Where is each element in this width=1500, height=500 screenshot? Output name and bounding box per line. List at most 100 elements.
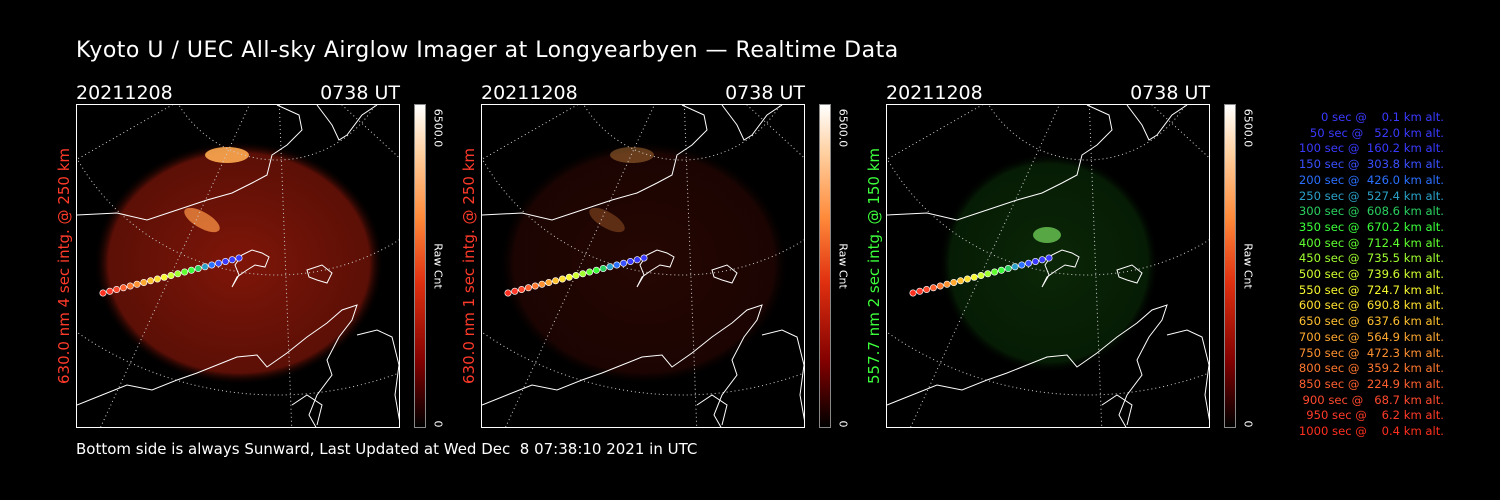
- trajectory-point: [1025, 259, 1033, 267]
- legend-row: 500 sec @ 739.6 km alt.: [1298, 267, 1444, 282]
- coastlines: [77, 105, 399, 427]
- legend-row: 250 sec @ 527.4 km alt.: [1298, 188, 1444, 203]
- trajectory-point: [1018, 261, 1026, 269]
- trajectory-point: [215, 259, 223, 267]
- panel-2-image[interactable]: [481, 104, 805, 428]
- trajectory-point: [592, 266, 600, 274]
- trajectory-point: [99, 289, 107, 297]
- trajectory-point: [221, 258, 229, 266]
- panel-3-colorbar-min: 0: [1241, 420, 1255, 428]
- trajectory-point: [572, 272, 580, 280]
- trajectory-point: [133, 280, 141, 288]
- panel-3-colorbar: [1224, 104, 1236, 428]
- trajectory-point: [633, 256, 641, 264]
- trajectory-point: [147, 277, 155, 285]
- panel-1-colorbar: [414, 104, 426, 428]
- panel-1-colorbar-unit: Raw Cnt: [431, 243, 445, 289]
- trajectory-point: [1004, 265, 1012, 273]
- lat-lon-grid: [887, 105, 1209, 427]
- legend-row: 800 sec @ 359.2 km alt.: [1298, 361, 1444, 376]
- panel-2-date: 20211208: [481, 82, 578, 104]
- trajectory-point: [552, 277, 560, 285]
- panel-1-colorbar-max: 6500.0: [431, 108, 445, 148]
- panel-2-colorbar: [819, 104, 831, 428]
- trajectory-point: [613, 261, 621, 269]
- trajectory-point: [524, 284, 532, 292]
- trajectory-point: [119, 284, 127, 292]
- trajectory-point: [511, 287, 519, 295]
- trajectory-point: [957, 277, 965, 285]
- trajectory-point: [970, 273, 978, 281]
- trajectory-point: [950, 279, 958, 287]
- panel-2-time: 0738 UT: [725, 82, 805, 104]
- legend-row: 150 sec @ 303.8 km alt.: [1298, 157, 1444, 172]
- trajectory-point: [997, 266, 1005, 274]
- trajectory-point: [909, 289, 917, 297]
- trajectory-point: [518, 286, 526, 294]
- trajectory-point: [606, 263, 614, 271]
- sky-glow: [94, 141, 384, 385]
- legend-row: 600 sec @ 690.8 km alt.: [1298, 298, 1444, 313]
- lat-lon-grid: [482, 105, 804, 427]
- sky-glow: [939, 153, 1159, 373]
- page-title: Kyoto U / UEC All-sky Airglow Imager at …: [76, 38, 899, 63]
- trajectory-point: [140, 279, 148, 287]
- coastlines: [887, 105, 1209, 427]
- legend-row: 350 sec @ 670.2 km alt.: [1298, 219, 1444, 234]
- trajectory-point: [586, 268, 594, 276]
- legend-row: 550 sec @ 724.7 km alt.: [1298, 282, 1444, 297]
- legend-row: 100 sec @ 160.2 km alt.: [1298, 141, 1444, 156]
- panel-3-image[interactable]: [886, 104, 1210, 428]
- panel-3-time: 0738 UT: [1130, 82, 1210, 104]
- trajectory-point: [1011, 263, 1019, 271]
- coastlines: [482, 105, 804, 427]
- panel-1-date: 20211208: [76, 82, 173, 104]
- panel-3-side-label: 557.7 nm 2 sec intg. @ 150 km: [865, 147, 883, 385]
- footer-note: Bottom side is always Sunward, Last Upda…: [76, 440, 698, 458]
- trajectory-point: [929, 284, 937, 292]
- legend-row: 450 sec @ 735.5 km alt.: [1298, 251, 1444, 266]
- trajectory-point: [977, 272, 985, 280]
- trajectory-point: [620, 259, 628, 267]
- trajectory-point: [126, 282, 134, 290]
- panel-1-time: 0738 UT: [320, 82, 400, 104]
- trajectory-point: [113, 286, 121, 294]
- panel-3-date: 20211208: [886, 82, 983, 104]
- trajectory-point: [208, 261, 216, 269]
- trajectory-point: [201, 263, 209, 271]
- legend-row: 900 sec @ 68.7 km alt.: [1302, 392, 1444, 407]
- trajectory-point: [1038, 256, 1046, 264]
- trajectory-point: [963, 275, 971, 283]
- panel-3-colorbar-max: 6500.0: [1241, 108, 1255, 148]
- legend-row: 200 sec @ 426.0 km alt.: [1298, 172, 1444, 187]
- trajectory-point: [187, 266, 195, 274]
- trajectory-point: [558, 275, 566, 283]
- legend-row: 750 sec @ 472.3 km alt.: [1298, 345, 1444, 360]
- legend-row: 300 sec @ 608.6 km alt.: [1298, 204, 1444, 219]
- legend-row: 950 sec @ 6.2 km alt.: [1306, 408, 1444, 423]
- trajectory-point: [916, 287, 924, 295]
- panel-2-colorbar-min: 0: [836, 420, 850, 428]
- trajectory-point: [538, 280, 546, 288]
- trajectory-point: [153, 275, 161, 283]
- trajectory-point: [194, 265, 202, 273]
- trajectory-point: [1045, 254, 1053, 262]
- trajectory-legend: 0 sec @ 0.1 km alt. 50 sec @ 52.0 km alt.…: [1268, 110, 1444, 440]
- satellite-trajectory: [504, 254, 648, 297]
- legend-row: 850 sec @ 224.9 km alt.: [1298, 376, 1444, 391]
- trajectory-point: [626, 258, 634, 266]
- trajectory-point: [1031, 258, 1039, 266]
- panel-2-colorbar-max: 6500.0: [836, 108, 850, 148]
- panel-1-colorbar-min: 0: [431, 420, 445, 428]
- trajectory-point: [545, 279, 553, 287]
- panel-1-image[interactable]: [76, 104, 400, 428]
- trajectory-point: [167, 272, 175, 280]
- trajectory-point: [174, 270, 182, 278]
- trajectory-point: [936, 282, 944, 290]
- trajectory-point: [991, 268, 999, 276]
- trajectory-point: [531, 282, 539, 290]
- legend-row: 650 sec @ 637.6 km alt.: [1298, 314, 1444, 329]
- trajectory-point: [106, 287, 114, 295]
- panel-2-colorbar-unit: Raw Cnt: [836, 243, 850, 289]
- legend-row: 50 sec @ 52.0 km alt.: [1309, 125, 1444, 140]
